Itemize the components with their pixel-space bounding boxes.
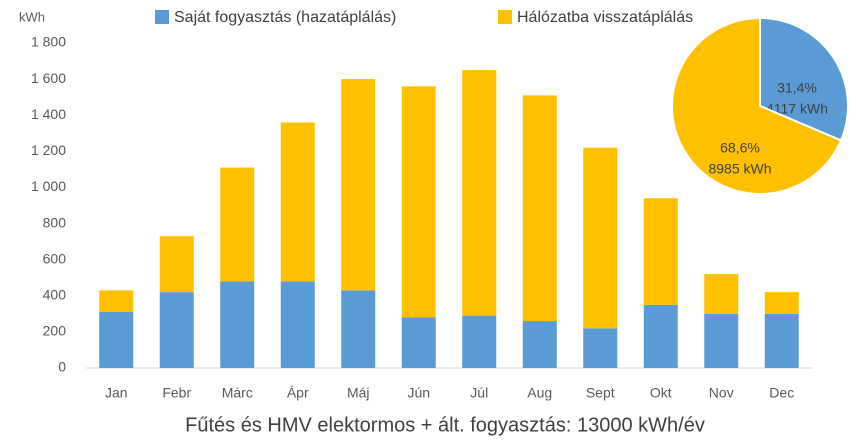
bar-segment	[704, 274, 739, 314]
y-tick-label: 600	[43, 250, 67, 266]
y-tick-label: 0	[58, 359, 66, 375]
bar-segment	[583, 147, 618, 329]
bar-segment	[220, 167, 255, 282]
bar-segment	[462, 70, 497, 316]
pie-label: 8985 kWh	[708, 161, 771, 177]
x-tick-label: Aug	[527, 385, 552, 401]
y-tick-label: 1 400	[31, 106, 66, 122]
pie-slice	[759, 16, 849, 142]
bar-segment	[643, 198, 678, 305]
y-axis-label: kWh	[19, 9, 45, 24]
legend-swatch	[155, 10, 169, 24]
bar-segment	[280, 122, 315, 282]
x-tick-label: Okt	[650, 385, 672, 401]
y-tick-label: 800	[43, 214, 67, 230]
bar-segment	[643, 304, 678, 368]
bar-segment	[99, 312, 134, 368]
bar-segment	[159, 292, 194, 368]
bar-segment	[280, 281, 315, 368]
x-tick-label: Ápr	[287, 385, 309, 401]
y-tick-label: 1 200	[31, 142, 66, 158]
y-tick-label: 400	[43, 286, 67, 302]
x-tick-label: Febr	[162, 385, 191, 401]
bar-segment	[159, 236, 194, 293]
bar-segment	[341, 79, 376, 291]
pie-label: 31,4%	[777, 80, 817, 96]
y-tick-label: 200	[43, 323, 67, 339]
chart-title: Fűtés és HMV elektormos + ált. fogyasztá…	[185, 414, 705, 436]
x-tick-label: Nov	[709, 385, 734, 401]
bar-segment	[462, 315, 497, 368]
x-tick-label: Júl	[470, 385, 488, 401]
legend-label: Saját fogyasztás (hazatáplálás)	[174, 9, 396, 26]
y-tick-label: 1 600	[31, 70, 66, 86]
bar-segment	[401, 317, 436, 368]
pie-label: 68,6%	[720, 140, 760, 156]
bar-segment	[522, 321, 557, 368]
bar-segment	[583, 328, 618, 368]
legend-label: Hálózatba visszatáplálás	[517, 9, 693, 26]
bar-segment	[341, 290, 376, 368]
bar-segment	[220, 281, 255, 368]
legend-swatch	[498, 10, 512, 24]
x-tick-label: Jan	[105, 385, 128, 401]
x-tick-label: Dec	[769, 385, 794, 401]
y-tick-label: 1 000	[31, 178, 66, 194]
bar-segment	[99, 290, 134, 313]
pie-label: 4117 kWh	[766, 101, 828, 117]
x-tick-label: Sept	[586, 385, 615, 401]
bar-segment	[522, 95, 557, 322]
bar-segment	[764, 292, 799, 314]
x-tick-label: Máj	[347, 385, 370, 401]
y-tick-label: 1 800	[31, 34, 66, 50]
bar-segment	[704, 313, 739, 368]
x-tick-label: Jún	[407, 385, 430, 401]
bar-segment	[764, 313, 799, 368]
x-tick-label: Márc	[222, 385, 253, 401]
bar-segment	[401, 86, 436, 318]
pie-slice	[671, 16, 843, 195]
